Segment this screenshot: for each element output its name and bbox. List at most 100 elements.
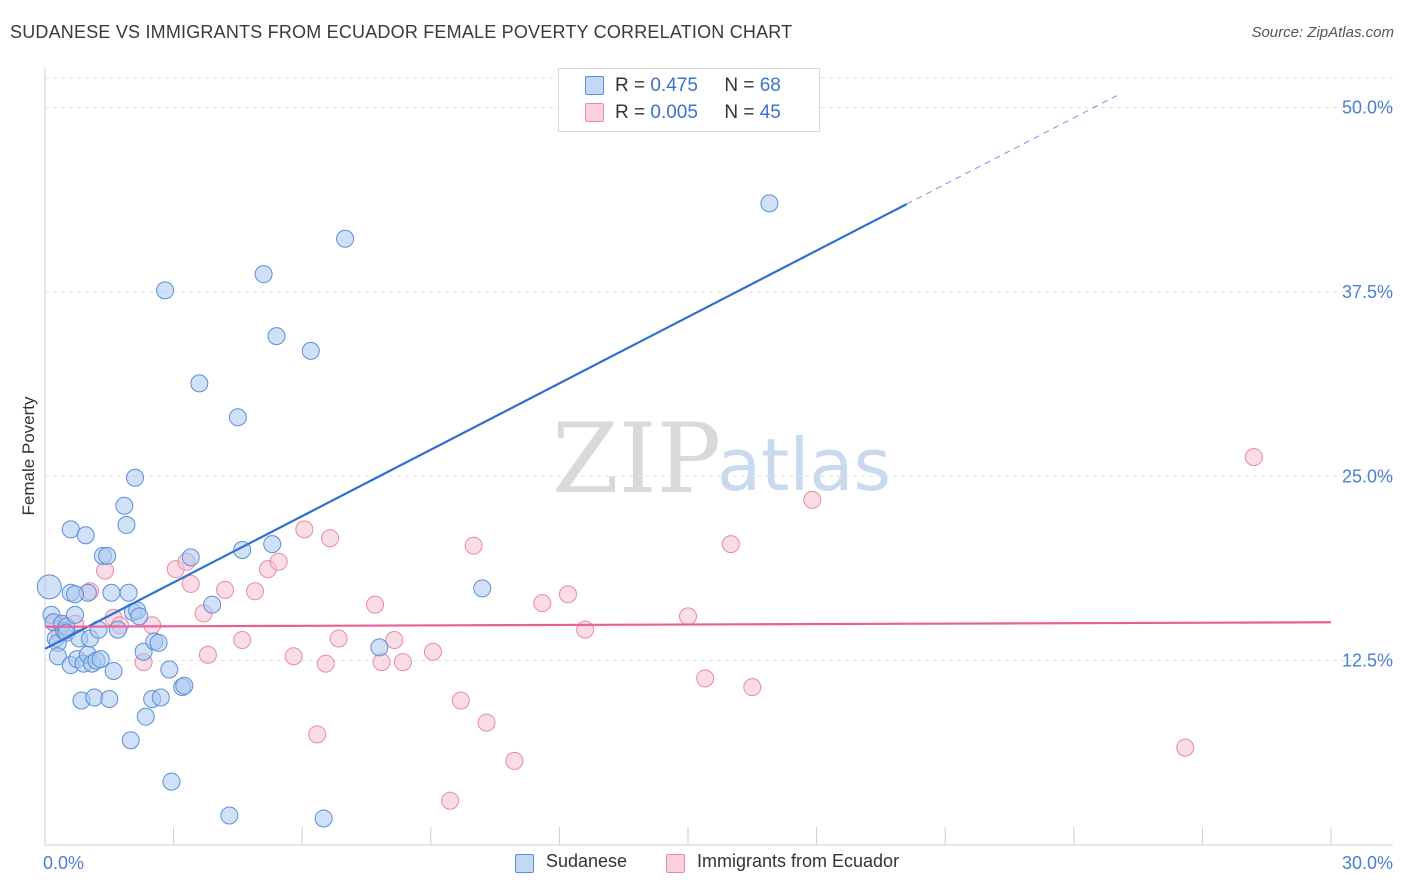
r-label: R = (615, 102, 646, 123)
sudanese-point (119, 583, 138, 602)
y-axis-label: Female Poverty (19, 396, 38, 516)
sudanese-point (156, 281, 175, 300)
sudanese-point (370, 638, 389, 657)
sudanese-point (267, 327, 286, 346)
r-value: 0.005 (650, 102, 698, 123)
sudanese-legend-label: Sudanese (546, 851, 628, 871)
sudanese-point (61, 520, 80, 539)
sudanese-point (162, 772, 181, 791)
n-label: N = (724, 75, 755, 96)
sudanese-point (220, 806, 239, 825)
ecuador-point (393, 653, 412, 672)
sudanese-point (160, 660, 179, 679)
ecuador-point (366, 595, 385, 614)
ecuador-legend-swatch (666, 854, 685, 873)
ecuador-point (96, 561, 115, 580)
sudanese-point (98, 546, 117, 565)
sudanese-point (190, 374, 209, 393)
x-tick-label-max: 30.0% (1342, 853, 1393, 873)
ecuador-point (316, 654, 335, 673)
sudanese-point (130, 607, 149, 626)
sudanese-point (336, 229, 355, 248)
ecuador-point (679, 607, 697, 626)
sudanese-point (66, 605, 85, 624)
gridlines (45, 77, 1393, 662)
sudanese-point (314, 809, 333, 828)
ecuador-point (233, 630, 252, 649)
sudanese-point (66, 585, 85, 604)
ecuador-point (441, 791, 460, 810)
ecuador-point (329, 629, 348, 648)
chart-source: Source: ZipAtlas.com (1251, 24, 1394, 41)
ecuador-point (558, 585, 577, 604)
sudanese-point (104, 661, 123, 680)
sudanese-swatch (585, 76, 604, 95)
y-tick-label: 50.0% (1342, 98, 1393, 118)
ecuador-point (464, 536, 483, 555)
sudanese-point (203, 595, 222, 614)
r-label: R = (615, 75, 646, 96)
ecuador-point (505, 751, 524, 770)
stats-legend: R = 0.475 N = 68 R = 0.005 N = 45 (558, 68, 820, 132)
sudanese-point (121, 731, 140, 750)
watermark: ZIP atlas (552, 403, 891, 515)
ecuador-point (533, 594, 552, 613)
ecuador-point (743, 678, 762, 697)
ecuador-point (198, 645, 217, 664)
ecuador-point (216, 580, 235, 599)
ecuador-point (181, 574, 200, 593)
n-value: 45 (759, 102, 781, 123)
axes (44, 68, 1393, 846)
ecuador-point (803, 490, 822, 509)
sudanese-point (126, 468, 145, 487)
ecuador-point (721, 535, 740, 554)
chart-title: SUDANESE VS IMMIGRANTS FROM ECUADOR FEMA… (10, 22, 793, 42)
x-tick-label-min: 0.0% (43, 853, 84, 873)
ecuador-point (308, 725, 327, 744)
series-sudanese (36, 194, 779, 828)
r-value: 0.475 (650, 75, 698, 96)
ecuador-point (372, 653, 391, 672)
sudanese-point (175, 676, 194, 695)
ecuador-point (576, 620, 595, 639)
sudanese-point (100, 689, 119, 708)
y-tick-label: 25.0% (1342, 466, 1393, 486)
sudanese-point (108, 620, 127, 639)
sudanese-point (48, 647, 67, 666)
sudanese-point (76, 526, 95, 545)
x-tick-labels: 0.0% 30.0% (43, 853, 1393, 873)
sudanese-point (117, 515, 136, 534)
n-value: 68 (759, 75, 781, 96)
sudanese-legend-swatch (515, 854, 534, 873)
ecuador-point (246, 582, 265, 601)
sudanese-trend-line (44, 203, 908, 650)
ecuador-point (284, 647, 303, 666)
sudanese-point (228, 408, 247, 427)
watermark-atlas: atlas (717, 423, 891, 507)
y-tick-label: 37.5% (1342, 282, 1393, 302)
sudanese-point (91, 650, 110, 669)
sudanese-point (181, 548, 200, 567)
sudanese-point (102, 583, 121, 602)
sudanese-point (115, 496, 134, 515)
ecuador-point (477, 713, 496, 732)
ecuador-legend-label: Immigrants from Ecuador (697, 851, 900, 871)
sudanese-point (149, 633, 168, 652)
sudanese-point (151, 688, 170, 707)
ecuador-point (269, 552, 288, 571)
sudanese-point (85, 688, 104, 707)
y-tick-label: 12.5% (1342, 651, 1393, 671)
sudanese-point (301, 341, 320, 360)
ecuador-point (696, 669, 715, 688)
ecuador-point (385, 630, 404, 649)
ecuador-swatch (585, 103, 604, 122)
watermark-zip: ZIP (552, 403, 721, 515)
ecuador-point (1244, 448, 1263, 467)
ecuador-point (321, 529, 340, 548)
ecuador-point (423, 642, 442, 661)
ecuador-trend-line (44, 621, 1332, 628)
sudanese-point (263, 535, 282, 554)
ecuador-point (451, 691, 470, 710)
sudanese-point (254, 265, 273, 284)
